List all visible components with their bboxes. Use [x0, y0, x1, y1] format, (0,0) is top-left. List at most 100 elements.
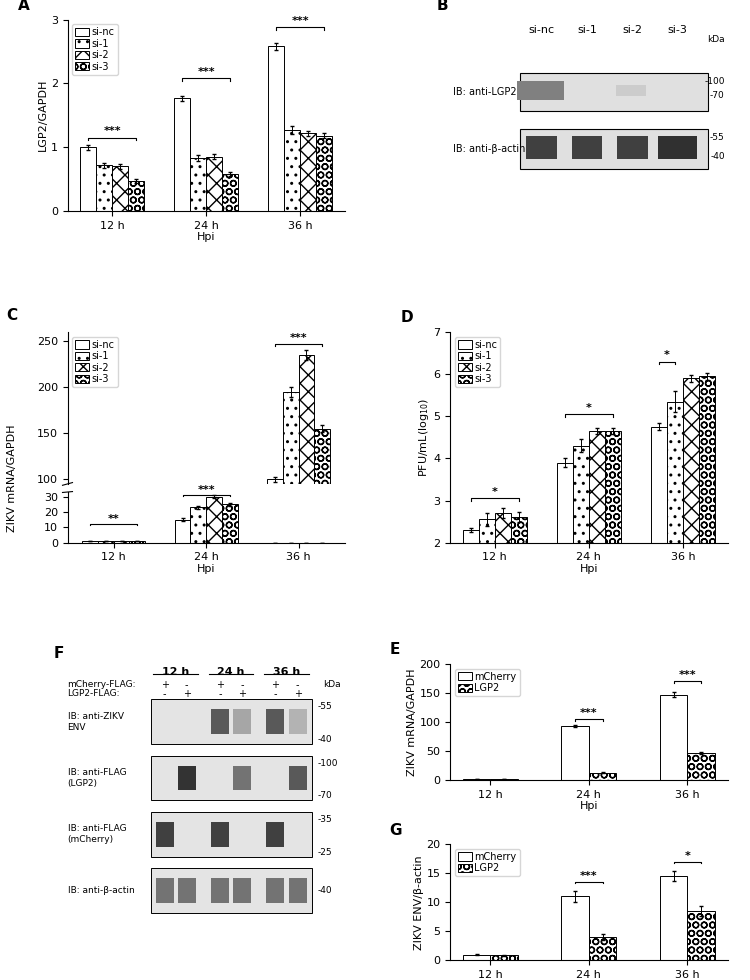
Bar: [128, 181, 144, 211]
Bar: [651, 427, 667, 627]
Text: -25: -25: [317, 848, 332, 857]
Bar: [589, 431, 604, 627]
Bar: [233, 765, 251, 790]
Bar: [289, 765, 307, 790]
X-axis label: Hpi: Hpi: [580, 564, 598, 573]
Bar: [155, 878, 173, 903]
Bar: [155, 822, 173, 847]
Bar: [222, 174, 238, 211]
X-axis label: Hpi: Hpi: [197, 232, 215, 242]
Text: -: -: [218, 689, 222, 699]
Bar: [233, 710, 251, 734]
Text: -100: -100: [704, 77, 724, 86]
Text: -55: -55: [710, 132, 724, 141]
Bar: [114, 541, 130, 543]
X-axis label: Hpi: Hpi: [580, 802, 598, 811]
Text: E: E: [389, 643, 400, 658]
Text: LGP2-FLAG:: LGP2-FLAG:: [68, 689, 120, 698]
Text: 12 h: 12 h: [162, 666, 189, 677]
Text: si-nc: si-nc: [529, 25, 555, 35]
Text: D: D: [400, 310, 413, 324]
Text: +: +: [160, 680, 169, 690]
Bar: [463, 955, 490, 960]
Bar: [667, 402, 683, 627]
Text: -: -: [296, 680, 299, 690]
Bar: [660, 876, 687, 960]
Text: si-3: si-3: [668, 25, 688, 35]
Y-axis label: LGP2/GAPDH: LGP2/GAPDH: [38, 79, 48, 152]
Bar: [687, 753, 715, 780]
Bar: [178, 878, 196, 903]
Bar: [316, 135, 332, 211]
Bar: [561, 897, 589, 960]
Text: IB: anti-LGP2: IB: anti-LGP2: [453, 87, 517, 97]
Bar: [478, 519, 495, 627]
Text: C: C: [7, 308, 17, 323]
Y-axis label: ZIKV ENV/β-actin: ZIKV ENV/β-actin: [413, 855, 424, 950]
Bar: [174, 98, 190, 211]
Text: IB: anti-ZIKV
ENV: IB: anti-ZIKV ENV: [68, 711, 124, 732]
Text: kDa: kDa: [707, 35, 724, 44]
Text: ***: ***: [679, 670, 696, 680]
Text: ***: ***: [580, 709, 598, 718]
Text: +: +: [183, 689, 190, 699]
Bar: [300, 133, 316, 211]
Bar: [151, 868, 311, 913]
Text: +: +: [294, 689, 302, 699]
Bar: [80, 147, 96, 211]
Bar: [658, 136, 697, 160]
Text: si-2: si-2: [622, 25, 642, 35]
Text: ***: ***: [292, 16, 309, 25]
Text: ***: ***: [197, 485, 215, 495]
Text: -100: -100: [317, 759, 338, 767]
Text: IB: anti-FLAG
(mCherry): IB: anti-FLAG (mCherry): [68, 824, 126, 845]
Text: *: *: [685, 851, 690, 860]
Bar: [96, 165, 112, 211]
Bar: [573, 446, 589, 627]
Bar: [314, 428, 330, 571]
Bar: [683, 378, 699, 627]
Bar: [211, 710, 229, 734]
Bar: [520, 128, 708, 169]
Text: -55: -55: [317, 703, 332, 711]
Bar: [211, 822, 229, 847]
Bar: [112, 167, 128, 211]
Text: -: -: [185, 680, 188, 690]
Bar: [463, 530, 478, 627]
Y-axis label: PFU/mL(log$_{10}$): PFU/mL(log$_{10}$): [416, 398, 430, 477]
Bar: [283, 392, 298, 571]
Text: ***: ***: [290, 333, 308, 343]
Bar: [572, 136, 602, 160]
Legend: si-nc, si-1, si-2, si-3: si-nc, si-1, si-2, si-3: [72, 337, 118, 387]
Bar: [520, 74, 708, 112]
Text: -40: -40: [317, 886, 332, 895]
Bar: [175, 519, 190, 543]
Bar: [561, 726, 589, 780]
Bar: [206, 497, 222, 543]
Text: A: A: [17, 0, 29, 13]
Text: ***: ***: [580, 871, 598, 881]
Text: IB: anti-β-actin: IB: anti-β-actin: [68, 886, 134, 895]
Legend: si-nc, si-1, si-2, si-3: si-nc, si-1, si-2, si-3: [72, 24, 118, 74]
Text: G: G: [389, 823, 402, 838]
Text: -70: -70: [317, 791, 332, 801]
Text: IB: anti-FLAG
(LGP2): IB: anti-FLAG (LGP2): [68, 768, 126, 788]
Bar: [190, 158, 206, 211]
Text: +: +: [216, 680, 224, 690]
Legend: mCherry, LGP2: mCherry, LGP2: [455, 668, 520, 696]
Bar: [687, 911, 715, 960]
Bar: [178, 765, 196, 790]
Text: -40: -40: [710, 152, 724, 162]
Bar: [82, 541, 98, 543]
Bar: [284, 130, 300, 211]
Bar: [517, 80, 564, 100]
Bar: [211, 878, 229, 903]
Bar: [589, 937, 616, 960]
Bar: [616, 84, 646, 96]
Bar: [130, 541, 146, 543]
X-axis label: Hpi: Hpi: [197, 564, 215, 573]
Text: +: +: [238, 689, 246, 699]
Bar: [617, 136, 647, 160]
Bar: [268, 46, 284, 211]
Y-axis label: ZIKV mRNA/GAPDH: ZIKV mRNA/GAPDH: [406, 668, 416, 775]
